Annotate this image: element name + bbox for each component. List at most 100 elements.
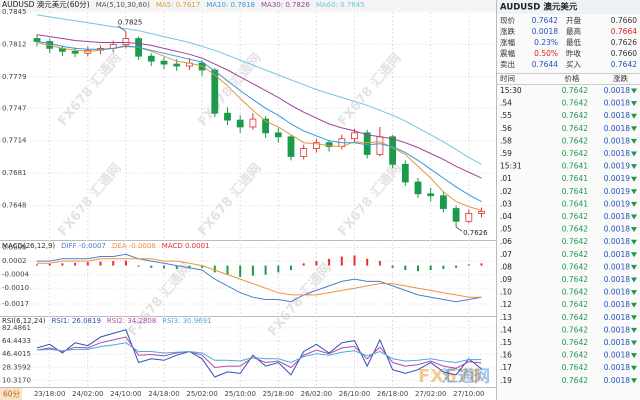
tick-price: 0.7642 [562,237,588,246]
tick-price: 0.7641 [562,187,588,196]
quote-panel-bg [497,0,640,400]
legend-entry: RSI1: 26.0819 [52,317,101,325]
y-tick-label: 0.0008 [2,244,27,252]
candle-body [249,118,257,128]
tick-change: 0.0019 [604,187,630,196]
down-arrow [631,189,637,195]
tick-change: 0.0018 [604,99,630,108]
macd-bar [124,260,127,266]
macd-bar [226,265,229,275]
logo: 汇通网 [442,367,490,386]
macd-bar [150,265,153,268]
tick-change: 0.0019 [604,199,630,208]
tick-change: 0.0018 [604,124,630,133]
candle-body [122,38,130,45]
tick-price: 0.7642 [562,300,588,309]
legend-entry: MA30: 0.7826 [261,1,310,9]
down-arrow [631,176,637,182]
macd-bar [74,262,77,266]
macd-bar [112,261,115,266]
field-value: 0.7626 [611,38,637,47]
ma-line [36,41,482,203]
tick-time: 15:30 [500,86,522,95]
down-arrow [631,315,637,321]
candle-body [33,38,41,42]
period-badge [0,388,22,400]
y-tick-label: 0.7648 [2,202,27,210]
tick-time: .55 [500,111,512,120]
legend-entry: DEA -0.0008 [112,242,156,250]
tick-change: 0.0018 [604,325,630,334]
tick-price: 0.7642 [562,288,588,297]
tick-price: 0.7641 [562,162,588,171]
macd-bar [442,265,445,269]
y-tick-label: 0.7779 [2,73,27,81]
y-tick-label: 0.7845 [2,8,27,16]
candle-body [401,163,409,183]
down-arrow [631,164,637,170]
down-arrow [631,138,637,144]
field-value: 0.7664 [611,27,637,36]
macd-bar [264,265,267,275]
candle-body [300,148,308,157]
tick-price: 0.7642 [562,86,588,95]
tick-price: 0.7642 [562,136,588,145]
candle-body [71,50,79,54]
tick-price: 0.7642 [562,99,588,108]
tick-change: 0.0018 [604,149,630,158]
rsi-line [36,329,482,378]
candle-body [274,132,282,138]
x-tick-label: 25/02:00 [186,390,217,398]
macd-bar [137,265,140,267]
tick-change: 0.0018 [604,136,630,145]
field-value: 0.7644 [532,60,558,69]
x-tick-label: 24/18:00 [148,390,179,398]
tick-time: .58 [500,136,512,145]
macd-bar [175,265,178,269]
field-value: 0.50% [534,49,558,58]
macd-bar [86,262,89,266]
field-label: 震幅 [500,48,515,58]
down-arrow [631,239,637,245]
macd-bar [239,265,242,277]
tick-price: 0.7642 [562,351,588,360]
tick-change: 0.0018 [604,351,630,360]
tick-price: 0.7641 [562,174,588,183]
tick-change: 0.0018 [604,376,630,385]
down-arrow [631,201,637,207]
macd-line [37,253,482,303]
x-tick-label: 23/18:00 [34,390,65,398]
tick-change: 0.0018 [604,111,630,120]
field-value: 0.0018 [532,27,558,36]
ma-line [36,14,482,165]
macd-bar [201,265,204,268]
y-tick-label: 0.7714 [2,137,27,145]
field-label: 涨幅 [500,37,515,47]
macd-bar [366,258,369,266]
tick-price: 0.7642 [562,376,588,385]
macd-bar [277,265,280,273]
macd-bar [163,265,165,269]
macd-bar [328,258,331,266]
macd-bar [467,264,470,266]
y-tick-label: 0.0002 [2,257,27,265]
tick-time: .05 [500,225,512,234]
legend-entry: MA5: 0.7617 [156,1,200,9]
tick-price: 0.7642 [562,149,588,158]
quote-title-bar [497,0,640,14]
candle-body [236,119,244,128]
macd-bar [353,255,356,266]
rsi-line [36,342,482,364]
legend-entry: MACD 0.0001 [162,242,210,250]
x-tick-label: 25/18:00 [263,390,294,398]
field-value: 0.7660 [611,16,637,25]
annotation: 0.7825 [118,19,142,27]
macd-line [37,258,482,298]
tick-price: 0.7642 [562,275,588,284]
tick-time: .17 [500,363,512,372]
candle-body [224,112,231,121]
macd-bar [36,264,38,266]
macd-bar [251,265,254,276]
tick-time: 15:31 [500,162,522,171]
down-arrow [631,151,637,157]
